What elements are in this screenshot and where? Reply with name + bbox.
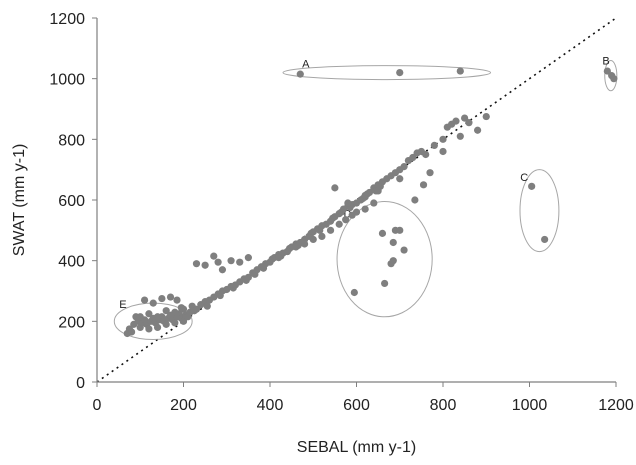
data-point [141, 297, 148, 304]
data-point [426, 169, 433, 176]
y-tick-label: 1000 [49, 72, 85, 89]
data-point [150, 300, 157, 307]
data-point [370, 199, 377, 206]
data-point [202, 262, 209, 269]
data-point [362, 192, 369, 199]
y-tick-label: 0 [76, 375, 85, 392]
cluster-e-label: E [119, 299, 126, 311]
data-point [422, 151, 429, 158]
data-point [178, 304, 185, 311]
data-point [541, 236, 548, 243]
data-point [163, 307, 170, 314]
data-point [128, 328, 135, 335]
data-point [145, 310, 152, 317]
data-point [400, 163, 407, 170]
data-point [342, 216, 349, 223]
data-point [396, 69, 403, 76]
data-point [390, 257, 397, 264]
y-tick-label: 200 [58, 314, 85, 331]
data-point [420, 181, 427, 188]
cluster-a-label: A [302, 59, 310, 71]
data-point [297, 71, 304, 78]
data-point [292, 243, 299, 250]
y-tick-label: 1200 [49, 11, 85, 28]
data-point [284, 248, 291, 255]
y-tick-label: 800 [58, 132, 85, 149]
data-point [245, 254, 252, 261]
data-point [137, 313, 144, 320]
data-point [457, 133, 464, 140]
data-point [465, 119, 472, 126]
x-tick-label: 0 [93, 397, 102, 414]
data-point [336, 221, 343, 228]
data-point [227, 257, 234, 264]
data-point [219, 266, 226, 273]
data-point [483, 113, 490, 120]
data-point [145, 325, 152, 332]
data-point [173, 297, 180, 304]
x-tick-label: 200 [170, 397, 197, 414]
data-point [390, 239, 397, 246]
data-point [353, 209, 360, 216]
data-point [236, 259, 243, 266]
x-tick-label: 1200 [598, 397, 634, 414]
data-point [154, 324, 161, 331]
data-point [379, 230, 386, 237]
data-point [439, 148, 446, 155]
x-tick-label: 800 [430, 397, 457, 414]
data-point [375, 187, 382, 194]
cluster-c-label: C [520, 172, 528, 184]
data-point [610, 75, 617, 82]
x-tick-label: 400 [257, 397, 284, 414]
data-point [193, 260, 200, 267]
data-point [310, 236, 317, 243]
x-axis-label: SEBAL (mm y-1) [297, 439, 416, 456]
x-tick-label: 1000 [512, 397, 548, 414]
data-point [158, 295, 165, 302]
data-point [318, 233, 325, 240]
data-point [275, 254, 282, 261]
data-point [400, 246, 407, 253]
x-tick-label: 600 [343, 397, 370, 414]
data-point [452, 118, 459, 125]
data-point [344, 199, 351, 206]
y-tick-label: 600 [58, 193, 85, 210]
data-point [351, 289, 358, 296]
data-point [528, 183, 535, 190]
y-tick-label: 400 [58, 254, 85, 271]
data-point [396, 227, 403, 234]
data-point [381, 280, 388, 287]
data-point [439, 136, 446, 143]
data-point [327, 227, 334, 234]
data-point [215, 259, 222, 266]
data-point [331, 184, 338, 191]
data-point [474, 127, 481, 134]
cluster-b-label: B [602, 56, 609, 68]
data-point [431, 142, 438, 149]
data-point [457, 67, 464, 74]
data-point [396, 175, 403, 182]
data-point [411, 196, 418, 203]
data-point [167, 293, 174, 300]
data-point [301, 240, 308, 247]
data-point [154, 313, 161, 320]
data-point [362, 206, 369, 213]
data-point [171, 309, 178, 316]
data-point [210, 253, 217, 260]
y-axis-label: SWAT (mm y-1) [11, 144, 28, 257]
